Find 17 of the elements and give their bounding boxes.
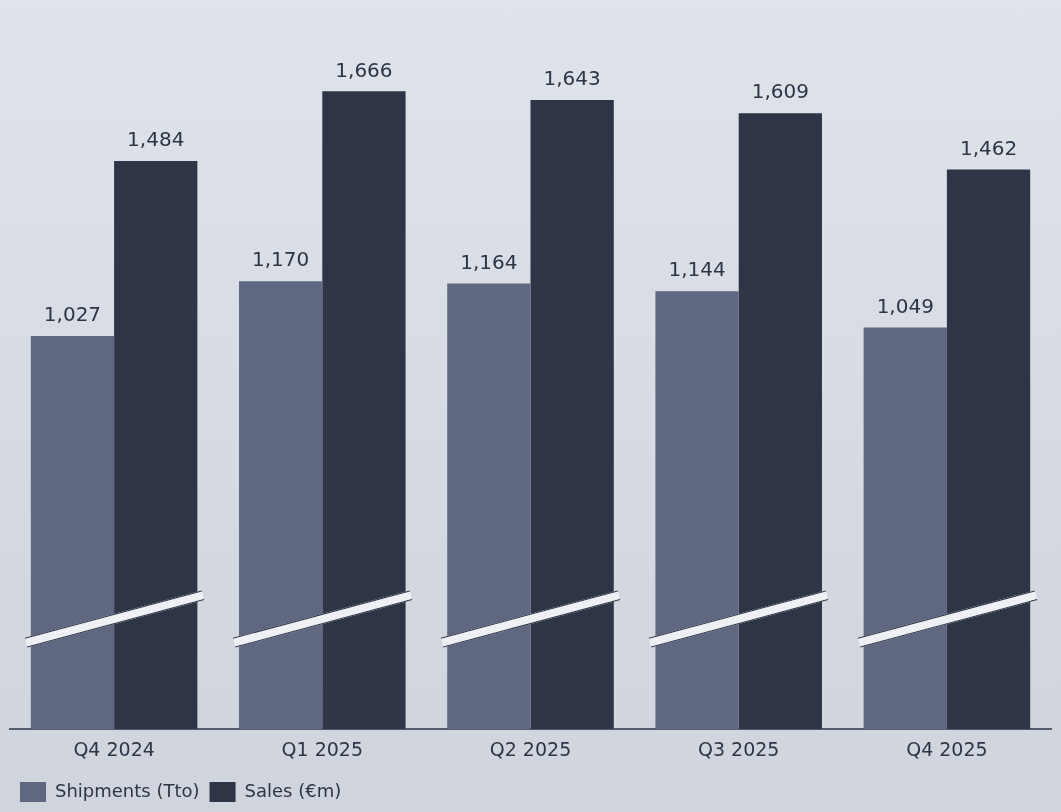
x-tick-label: Q2 2025 <box>489 737 572 760</box>
data-label: 1,462 <box>959 135 1018 160</box>
data-label: 1,484 <box>127 127 185 152</box>
data-label: 1,643 <box>543 66 601 91</box>
x-tick-label: Q4 2025 <box>906 737 988 760</box>
data-label: 1,170 <box>252 247 310 272</box>
data-label: 1,609 <box>751 79 809 104</box>
x-tick-label: Q3 2025 <box>697 737 780 760</box>
legend-label: Shipments (Tto) <box>55 779 200 801</box>
data-label: 1,049 <box>876 293 934 318</box>
data-label: 1,666 <box>335 57 393 82</box>
data-label: 1,164 <box>460 249 518 274</box>
data-label: 1,027 <box>43 302 102 327</box>
data-label: 1,144 <box>668 257 726 282</box>
legend-label: Sales (€m) <box>244 779 342 801</box>
x-tick-label: Q4 2024 <box>73 737 155 760</box>
x-tick-label: Q1 2025 <box>281 737 364 760</box>
